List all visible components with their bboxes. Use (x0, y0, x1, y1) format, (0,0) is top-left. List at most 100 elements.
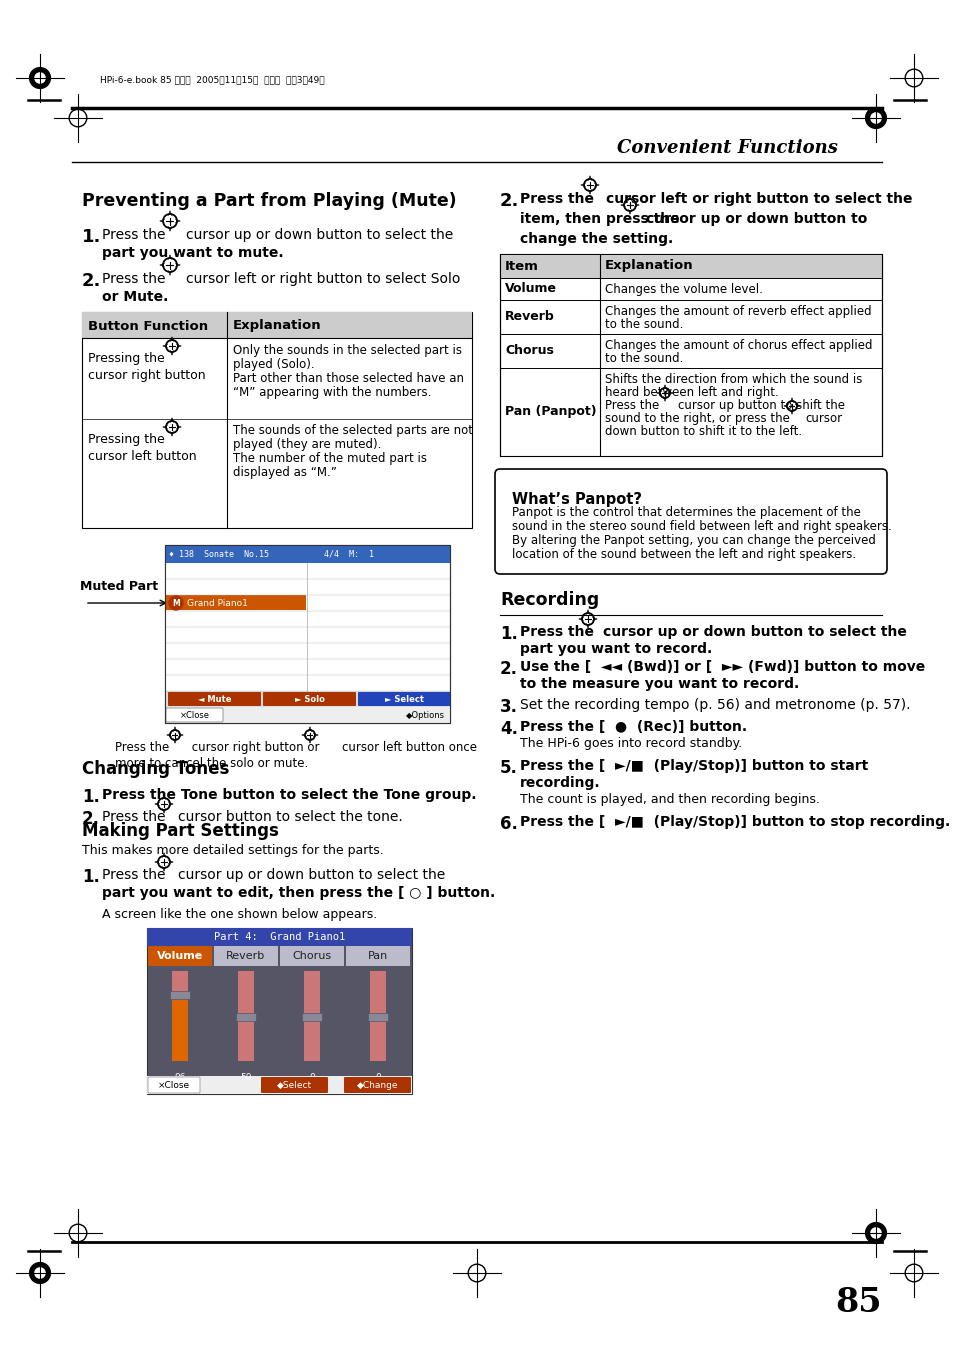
Text: item, then press the: item, then press the (519, 212, 679, 226)
Text: 50: 50 (240, 1073, 252, 1082)
Text: ◄ Mute: ◄ Mute (197, 694, 231, 704)
Bar (237, 971, 253, 1061)
Text: Button Function: Button Function (88, 319, 208, 332)
Circle shape (169, 596, 183, 611)
Bar (166, 659, 306, 674)
FancyBboxPatch shape (263, 692, 355, 707)
Bar (307, 643, 448, 658)
Text: Reverb: Reverb (226, 951, 265, 961)
FancyBboxPatch shape (495, 469, 886, 574)
Text: Changing Tones: Changing Tones (82, 761, 229, 778)
Text: Pressing the: Pressing the (88, 434, 165, 446)
Text: Press the      cursor right button or      cursor left button once: Press the cursor right button or cursor … (115, 740, 476, 754)
FancyBboxPatch shape (344, 1077, 411, 1093)
Text: 1.: 1. (82, 228, 101, 246)
Text: more to cancel the solo or mute.: more to cancel the solo or mute. (115, 757, 308, 770)
Text: 1: 1 (170, 566, 175, 576)
Circle shape (35, 73, 45, 84)
Text: 1.: 1. (499, 626, 517, 643)
Text: 2.: 2. (82, 811, 100, 828)
Text: ► Select: ► Select (385, 694, 423, 704)
Text: 4.: 4. (499, 720, 517, 738)
Text: This makes more detailed settings for the parts.: This makes more detailed settings for th… (82, 844, 383, 857)
Bar (148, 946, 212, 966)
Text: GS Strings: GS Strings (183, 662, 231, 671)
Text: 85: 85 (835, 1286, 882, 1320)
Text: to the sound.: to the sound. (604, 353, 682, 365)
Text: Grand Piano1: Grand Piano1 (325, 647, 385, 655)
Bar (172, 993, 188, 1061)
Text: Making Part Settings: Making Part Settings (82, 821, 278, 840)
Text: Convenient Functions: Convenient Functions (616, 139, 837, 157)
Text: The number of the muted part is: The number of the muted part is (233, 453, 427, 465)
Circle shape (864, 1223, 885, 1243)
Circle shape (30, 1263, 51, 1283)
Text: Press the: Press the (102, 867, 165, 882)
Text: recording.: recording. (519, 775, 600, 790)
Bar (147, 928, 412, 1094)
Text: Recording: Recording (499, 590, 598, 609)
Text: 16: 16 (312, 678, 323, 688)
Bar (166, 611, 306, 626)
Text: 6.: 6. (499, 815, 517, 834)
Circle shape (864, 108, 885, 128)
Text: 14: 14 (312, 647, 323, 655)
Text: sound to the right, or press the: sound to the right, or press the (604, 412, 789, 426)
Text: Set the recording tempo (p. 56) and metronome (p. 57).: Set the recording tempo (p. 56) and metr… (519, 698, 909, 712)
Bar (499, 254, 882, 457)
Text: Panpot is the control that determines the placement of the: Panpot is the control that determines th… (512, 507, 860, 519)
Text: 1.: 1. (82, 867, 100, 886)
Text: sound in the stereo sound field between left and right speakers.: sound in the stereo sound field between … (512, 520, 891, 534)
Text: Item: Item (504, 259, 538, 273)
Text: A screen like the one shown below appears.: A screen like the one shown below appear… (102, 908, 376, 921)
Text: Press the [  ►/■  (Play/Stop)] button to start: Press the [ ►/■ (Play/Stop)] button to s… (519, 759, 867, 773)
Text: Press the Tone button to select the Tone group.: Press the Tone button to select the Tone… (102, 788, 476, 802)
Text: location of the sound between the left and right speakers.: location of the sound between the left a… (512, 549, 855, 561)
Text: Part 4:  Grand Piano1: Part 4: Grand Piano1 (213, 932, 345, 942)
Text: change the setting.: change the setting. (519, 232, 673, 246)
Text: 15: 15 (312, 662, 323, 671)
Text: Press the: Press the (102, 228, 165, 242)
Text: Pan: Pan (368, 951, 388, 961)
Text: ◆Select: ◆Select (276, 1081, 312, 1089)
Bar (82, 312, 472, 338)
Text: Chorus: Chorus (293, 951, 332, 961)
Bar (307, 563, 448, 578)
Text: Grand Piano1: Grand Piano1 (183, 615, 244, 624)
Text: 5: 5 (312, 598, 317, 608)
Text: Shifts the direction from which the sound is: Shifts the direction from which the soun… (604, 373, 862, 386)
Text: 1.: 1. (82, 788, 100, 807)
Bar (147, 1075, 412, 1094)
Bar (166, 594, 306, 611)
Text: ×Close: ×Close (158, 1081, 190, 1089)
Text: cursor right button: cursor right button (88, 369, 206, 382)
Text: Grand Piano1: Grand Piano1 (325, 631, 385, 639)
Text: cursor: cursor (804, 412, 841, 426)
Text: played (they are muted).: played (they are muted). (233, 438, 381, 451)
Text: Volume: Volume (156, 951, 203, 961)
Text: to the measure you want to record.: to the measure you want to record. (519, 677, 799, 690)
Text: “M” appearing with the numbers.: “M” appearing with the numbers. (233, 386, 431, 399)
Text: to the sound.: to the sound. (604, 317, 682, 331)
Text: Pressing the: Pressing the (88, 353, 165, 365)
Bar (82, 312, 472, 528)
Text: 5.: 5. (499, 759, 517, 777)
Text: part you want to record.: part you want to record. (519, 642, 712, 657)
Text: part you want to edit, then press the [ ○ ] button.: part you want to edit, then press the [ … (102, 886, 495, 900)
Text: Pan (Panpot): Pan (Panpot) (504, 405, 596, 419)
Text: cursor up button to shift the: cursor up button to shift the (678, 399, 844, 412)
Text: 2: 2 (170, 582, 175, 592)
Bar (499, 254, 882, 278)
Text: cursor left or right button to select the: cursor left or right button to select th… (605, 192, 911, 205)
Text: cursor left or right button to select Solo: cursor left or right button to select So… (186, 272, 460, 286)
Text: 13: 13 (312, 631, 323, 639)
Text: cursor up or down button to select the: cursor up or down button to select the (178, 867, 445, 882)
Text: Part other than those selected have an: Part other than those selected have an (233, 372, 463, 385)
Text: Press the [  ►/■  (Play/Stop)] button to stop recording.: Press the [ ►/■ (Play/Stop)] button to s… (519, 815, 949, 830)
Text: By altering the Panpot setting, you can change the perceived: By altering the Panpot setting, you can … (512, 534, 875, 547)
Text: Chorus: Chorus (504, 345, 554, 358)
Text: Press the [  ●  (Rec)] button.: Press the [ ● (Rec)] button. (519, 720, 746, 734)
Circle shape (870, 113, 881, 123)
FancyBboxPatch shape (166, 708, 223, 721)
Text: Reverb: Reverb (504, 311, 554, 323)
